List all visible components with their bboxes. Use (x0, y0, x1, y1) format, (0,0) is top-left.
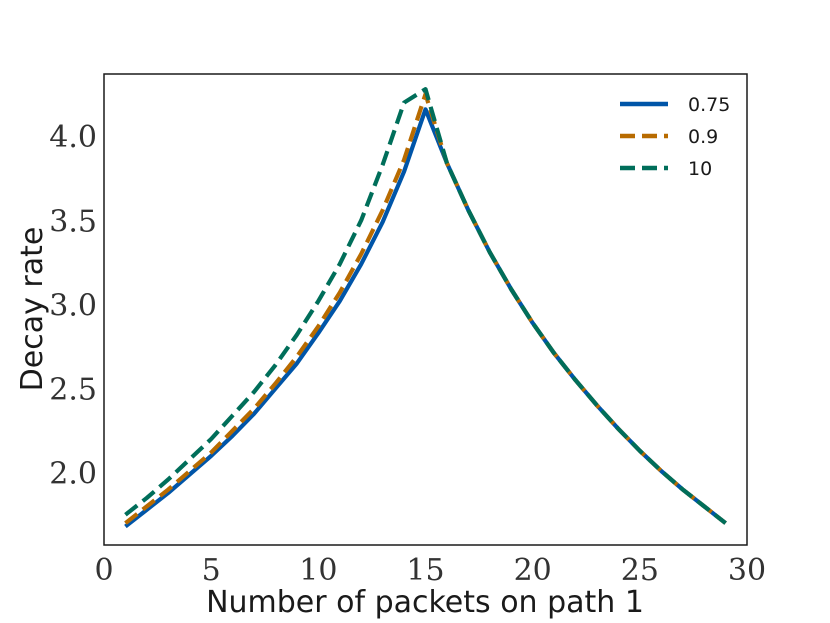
y-tick-label: 2.0 (49, 457, 97, 492)
legend: 0.75 0.9 10 (620, 94, 730, 180)
x-tick-labels: 0 5 10 15 20 25 30 (94, 553, 766, 588)
x-tick-label: 0 (94, 553, 113, 588)
x-tick-label: 15 (406, 553, 444, 588)
legend-label: 0.9 (688, 126, 718, 148)
y-axis-label: Decay rate (15, 227, 50, 392)
x-tick-label: 25 (621, 553, 659, 588)
series-line-10 (124, 87, 727, 525)
legend-label: 10 (688, 158, 712, 180)
y-tick-labels: 2.0 2.5 3.0 3.5 4.0 (49, 120, 97, 491)
legend-label: 0.75 (688, 94, 730, 116)
series-layer (124, 87, 727, 529)
y-tick-label: 4.0 (49, 120, 97, 155)
y-tick-label: 2.5 (49, 373, 97, 408)
x-tick-label: 20 (514, 553, 552, 588)
x-tick-label: 5 (202, 553, 221, 588)
x-axis-label: Number of packets on path 1 (206, 585, 644, 620)
plot-area (103, 73, 748, 546)
y-tick-label: 3.5 (49, 204, 97, 239)
x-tick-label: 10 (299, 553, 337, 588)
y-tick-label: 3.0 (49, 288, 97, 323)
x-tick-label: 30 (728, 553, 766, 588)
